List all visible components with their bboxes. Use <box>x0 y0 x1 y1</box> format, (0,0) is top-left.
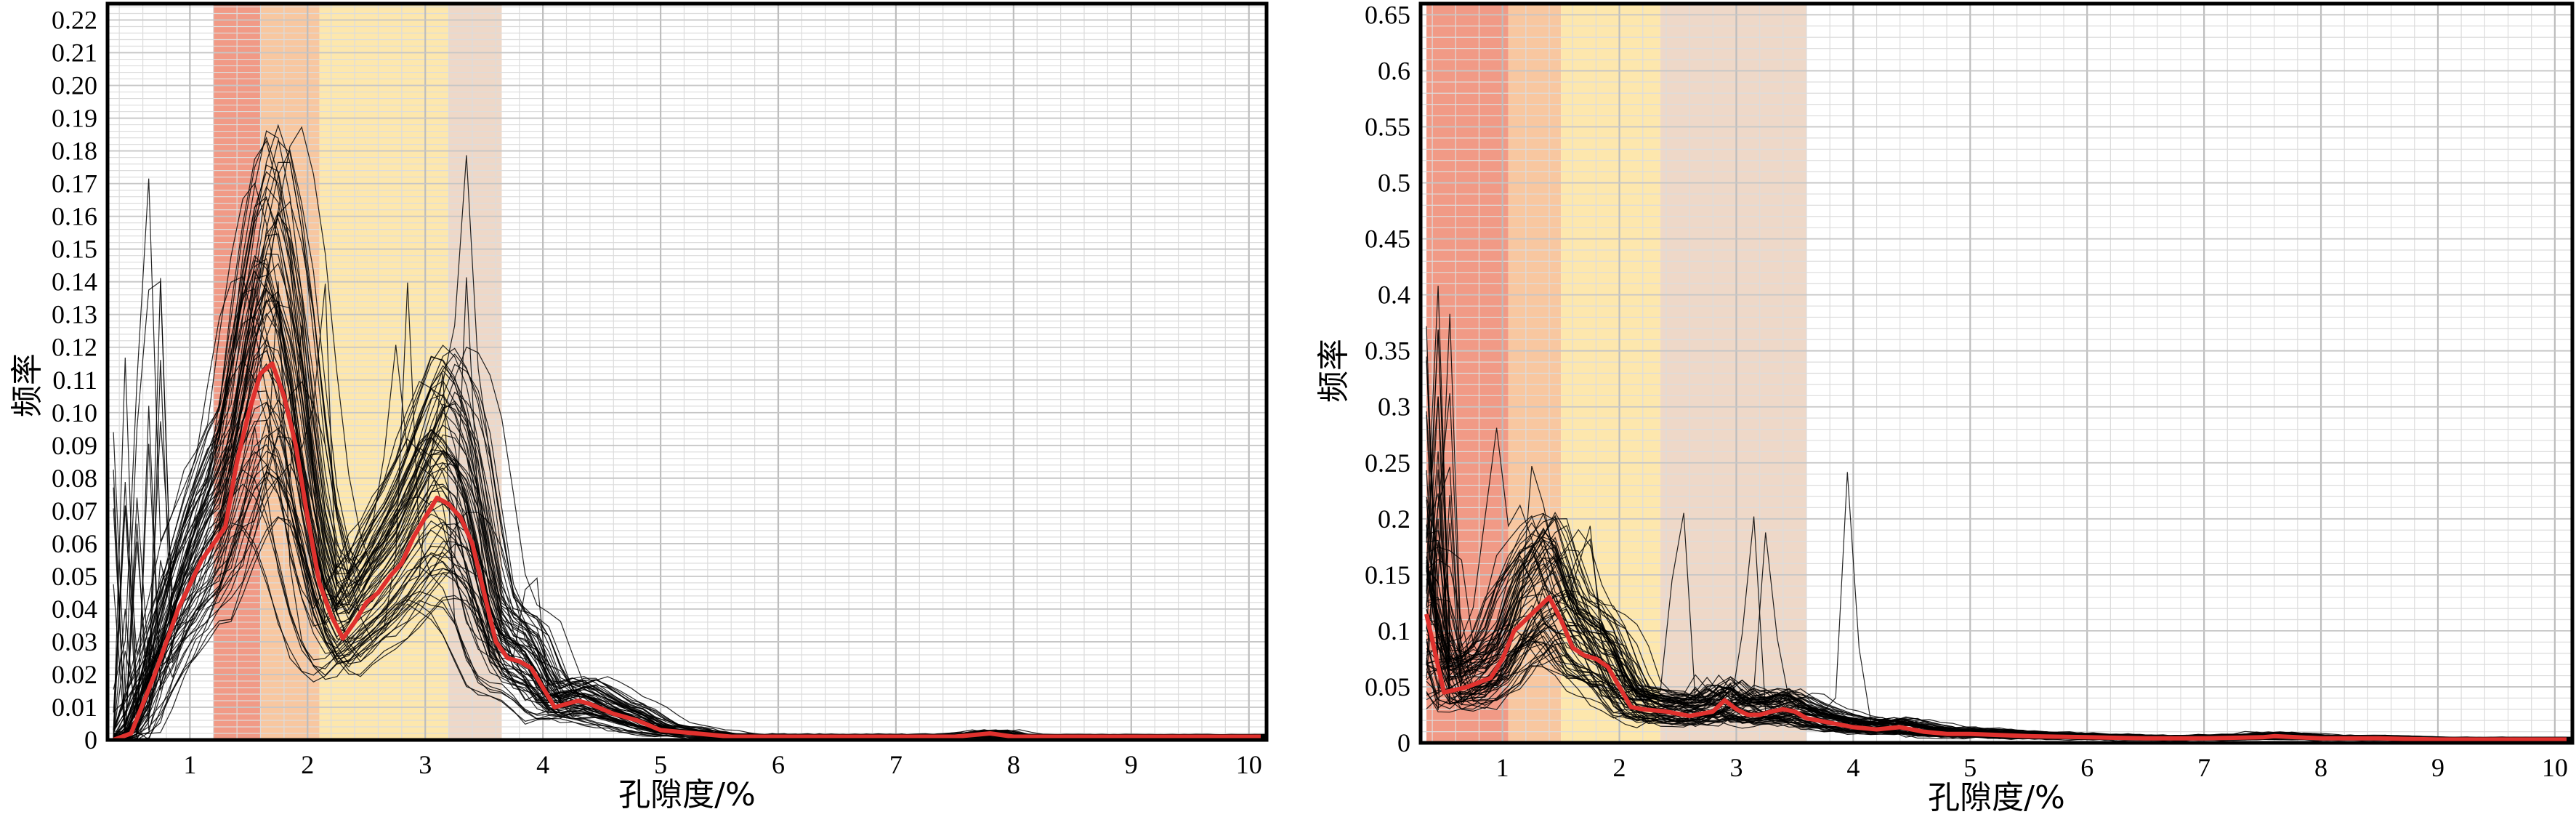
y-tick-label: 0.05 <box>1365 672 1410 701</box>
y-tick-label: 0.15 <box>52 235 97 264</box>
y-tick-label: 0.22 <box>52 6 97 35</box>
y-tick-label: 0 <box>1397 728 1410 757</box>
y-tick-label: 0.1 <box>1378 616 1410 645</box>
y-tick-label: 0.20 <box>52 71 97 100</box>
y-tick-label: 0.19 <box>52 104 97 133</box>
y-tick-label: 0.10 <box>52 398 97 427</box>
x-tick-label: 1 <box>183 750 196 779</box>
y-tick-label: 0.16 <box>52 202 97 231</box>
sample-curve <box>1426 528 2572 738</box>
x-tick-label: 2 <box>301 750 314 779</box>
x-tick-label: 8 <box>1007 750 1020 779</box>
x-tick-label: 7 <box>2197 753 2210 782</box>
x-tick-label: 7 <box>889 750 903 779</box>
plot-frame <box>105 1 1269 742</box>
y-tick-label: 0.5 <box>1378 169 1410 198</box>
highlight-series-line <box>1424 595 2567 742</box>
y-tick-label: 0.05 <box>52 562 97 591</box>
x-tick-label: 3 <box>419 750 432 779</box>
y-tick-label: 0.11 <box>52 366 97 395</box>
x-tick-label: 8 <box>2314 753 2327 782</box>
y-tick-label: 0.2 <box>1378 504 1410 534</box>
plot-area <box>108 4 1267 740</box>
x-axis-label: 孔隙度/% <box>618 776 756 813</box>
y-tick-label: 0.45 <box>1365 225 1410 254</box>
y-tick-label: 0.03 <box>52 627 97 656</box>
y-tick-label: 0.13 <box>52 300 97 329</box>
y-tick-label: 0.21 <box>52 39 97 68</box>
y-tick-label: 0 <box>84 725 97 754</box>
y-tick-label: 0.18 <box>52 137 97 166</box>
y-tick-label: 0.14 <box>52 267 97 297</box>
y-tick-label: 0.06 <box>52 529 97 558</box>
y-tick-label: 0.65 <box>1365 0 1410 29</box>
x-tick-label: 5 <box>654 750 667 779</box>
highlight-series-line <box>113 361 1261 740</box>
y-tick-label: 0.01 <box>52 693 97 722</box>
x-tick-label: 3 <box>1729 753 1743 782</box>
y-tick-label: 0.17 <box>52 169 97 198</box>
y-tick-label: 0.4 <box>1378 281 1410 310</box>
x-tick-label: 4 <box>536 750 549 779</box>
y-tick-label: 0.35 <box>1365 337 1410 366</box>
x-tick-label: 10 <box>2542 753 2568 782</box>
x-tick-label: 1 <box>1496 753 1509 782</box>
y-tick-label: 0.3 <box>1378 393 1410 422</box>
y-tick-label: 0.02 <box>52 660 97 689</box>
y-tick-label: 0.6 <box>1378 56 1410 85</box>
y-axis-label: 频率 <box>1315 339 1352 403</box>
y-tick-label: 0.12 <box>52 333 97 362</box>
x-tick-label: 4 <box>1846 753 1860 782</box>
x-tick-label: 6 <box>2080 753 2093 782</box>
y-tick-label: 0.09 <box>52 431 97 460</box>
y-axis-label: 频率 <box>9 353 46 417</box>
plot-area <box>1421 4 2572 743</box>
y-tick-label: 0.25 <box>1365 448 1410 478</box>
y-tick-label: 0.04 <box>52 595 97 624</box>
plot-frame <box>1418 1 2575 745</box>
chart-panel-2: 1 2 3 4 5 6 7 8 9 10 0 0.05 0.1 0.15 0.2 0.25 0.3 0.35 0.4… <box>1315 0 2575 816</box>
y-tick-label: 0.08 <box>52 464 97 493</box>
y-tick-label: 0.55 <box>1365 113 1410 142</box>
x-tick-label: 2 <box>1613 753 1626 782</box>
x-tick-label: 9 <box>1125 750 1138 779</box>
x-tick-label: 10 <box>1236 750 1262 779</box>
x-tick-label: 9 <box>2431 753 2444 782</box>
chart-panel-1: 1 2 3 4 5 6 7 8 9 10 0 0.01 0.02 0.03 0.04 0.05 0.06 0.07… <box>9 1 1269 813</box>
y-tick-label: 0.15 <box>1365 560 1410 589</box>
y-tick-label: 0.07 <box>52 496 97 526</box>
x-tick-label: 6 <box>772 750 785 779</box>
x-axis-label: 孔隙度/% <box>1928 779 2065 816</box>
x-tick-label: 5 <box>1963 753 1977 782</box>
